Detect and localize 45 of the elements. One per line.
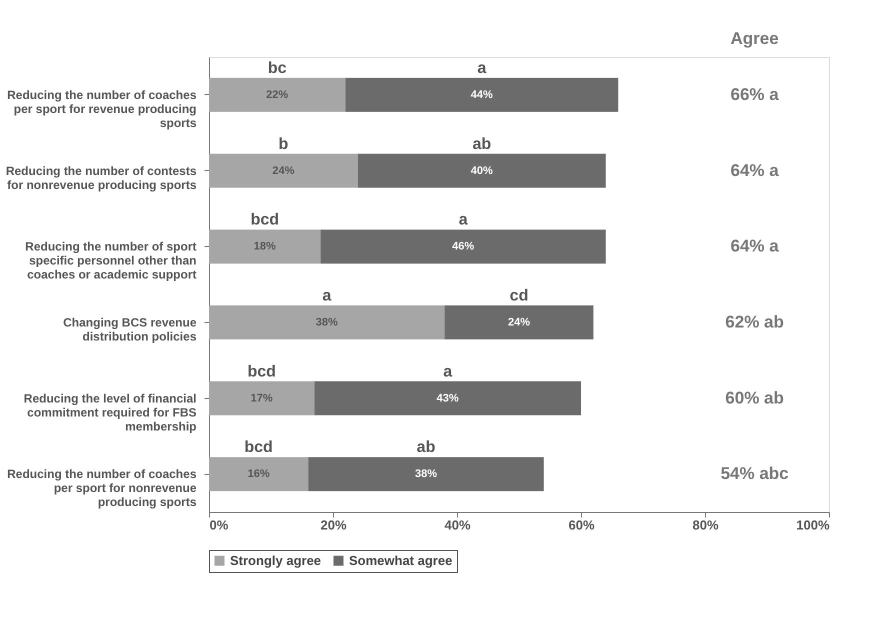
y-tick-label: Changing BCS revenue distribution policies: [63, 315, 197, 344]
annotation: 60% ab: [725, 388, 784, 408]
annotation: 62% ab: [725, 312, 784, 332]
y-tick-label: Reducing the number of contests for nonrevenue producing sports: [6, 164, 197, 192]
data-label: 43%: [436, 392, 459, 404]
annotation: a: [458, 212, 468, 229]
x-tick-label: 80%: [692, 518, 719, 532]
legend-label: Strongly agree: [230, 552, 322, 568]
annotation: ab: [416, 439, 436, 456]
x-tick-label: 60%: [568, 518, 595, 532]
annotation: a: [443, 363, 452, 380]
data-label: 46%: [452, 240, 474, 253]
data-label: 18%: [254, 240, 276, 253]
y-tick-label: Reducing the level of financial commitment required for FBS membership: [24, 391, 196, 434]
text: Agree: [730, 29, 779, 48]
data-label: 38%: [414, 468, 438, 480]
y-tick-label: Reducing the number of sport specific personnel other than coaches or academic support: [25, 240, 196, 282]
annotation: 54% abc: [720, 464, 789, 484]
annotation: cd: [510, 287, 528, 304]
legend-label: Somewhat agree: [349, 552, 452, 568]
annotation: bcd: [244, 439, 273, 456]
annotation: bcd: [247, 363, 276, 380]
data-label: 24%: [272, 164, 295, 177]
data-label: 17%: [250, 392, 273, 404]
annotation: a: [322, 287, 332, 304]
data-label: 24%: [508, 316, 530, 328]
y-tick-label: Reducing the number of coaches per sport for revenue producing sports: [7, 88, 197, 130]
data-label: 22%: [266, 88, 288, 101]
annotation: 66% a: [730, 84, 780, 104]
x-tick-label: 100%: [796, 518, 830, 532]
data-label: 44%: [470, 88, 494, 101]
annotation: 64% a: [730, 236, 780, 256]
data-label: 40%: [470, 164, 494, 177]
data-label: 16%: [248, 468, 270, 480]
x-tick-label: 40%: [444, 518, 471, 532]
x-tick-label: 0%: [210, 518, 229, 532]
annotation: a: [477, 60, 486, 77]
annotation: ab: [472, 136, 492, 153]
annotation: b: [278, 136, 289, 153]
annotation: 64% a: [730, 160, 780, 180]
annotation: bcd: [250, 212, 280, 229]
annotation: bc: [268, 60, 287, 77]
x-tick-label: 20%: [320, 518, 347, 532]
y-tick-label: Reducing the number of coaches per sport for nonrevenue producing sports: [7, 467, 197, 510]
data-label: 38%: [316, 316, 338, 328]
